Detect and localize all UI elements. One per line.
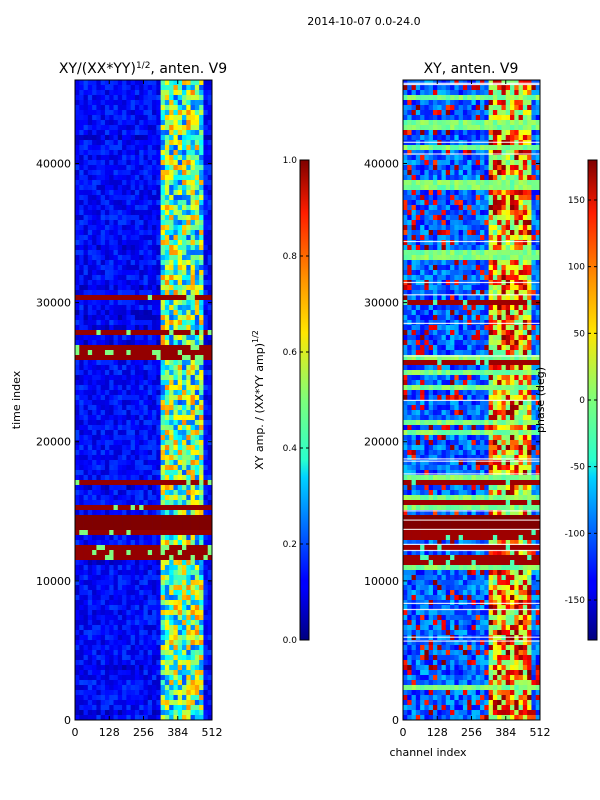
x-tick-label: 128 [427, 726, 448, 739]
colorbar-tick-label: -50 [570, 463, 585, 473]
y-axis-label: time index [10, 370, 23, 429]
x-tick-label: 512 [202, 726, 223, 739]
x-tick-label: 384 [495, 726, 516, 739]
panel-amplitude: XY/(XX*YY)1/2, anten. V9 0 128 256 384 512 0 1… [10, 61, 227, 739]
colorbar-tick-label: 0.0 [283, 636, 298, 646]
y-tick-label: 40000 [364, 157, 399, 170]
colorbar-phase-gradient [588, 160, 597, 640]
x-tick-label: 256 [461, 726, 482, 739]
colorbar-tick-label: 100 [568, 263, 585, 273]
panel-amplitude-title: XY/(XX*YY)1/2, anten. V9 [59, 61, 227, 77]
colorbar-tick-label: 0.4 [283, 444, 298, 454]
panel-phase-axes: 0 128 256 384 512 0 10000 20000 30000 40000 [364, 80, 551, 739]
colorbar-amplitude-label: XY amp. / (XX*YY amp)1/2 [251, 330, 266, 470]
colorbar-tick-label: 0 [579, 396, 585, 406]
colorbar-tick-label: -150 [565, 596, 586, 606]
x-tick-label: 384 [167, 726, 188, 739]
colorbar-amplitude-ticks: 0.0 0.2 0.4 0.6 0.8 1.0 [283, 156, 309, 646]
colorbar-tick-label: 0.8 [283, 252, 298, 262]
panel-phase: XY, anten. V9 0 128 256 384 512 0 10000 20000 30… [364, 61, 551, 759]
x-tick-label: 0 [400, 726, 407, 739]
colorbar-phase-label: phase (deg) [534, 367, 547, 433]
colorbar-tick-label: 150 [568, 196, 585, 206]
colorbar-amplitude-gradient [300, 160, 309, 640]
y-tick-label: 40000 [36, 157, 71, 170]
x-tick-label: 256 [133, 726, 154, 739]
panel-amplitude-heatmap [75, 80, 212, 720]
panel-phase-heatmap [403, 80, 540, 720]
x-tick-label: 0 [72, 726, 79, 739]
panel-phase-title: XY, anten. V9 [424, 61, 519, 77]
y-tick-label: 30000 [364, 297, 399, 310]
colorbar-phase-ticks: -150 -100 -50 0 50 100 150 [565, 196, 597, 606]
colorbar-tick-label: 1.0 [283, 156, 298, 166]
x-axis-label: channel index [389, 746, 467, 759]
colorbar-tick-label: 0.6 [283, 348, 298, 358]
colorbar-tick-label: 0.2 [283, 540, 297, 550]
colorbar-amplitude: 0.0 0.2 0.4 0.6 0.8 1.0 XY amp. / (XX*YY amp)… [251, 156, 310, 646]
y-tick-label: 10000 [364, 575, 399, 588]
y-tick-label: 10000 [36, 575, 71, 588]
panel-amplitude-axes: 0 128 256 384 512 0 10000 20000 30000 40000 [36, 80, 223, 739]
y-tick-label: 0 [392, 714, 399, 727]
colorbar-phase: -150 -100 -50 0 50 100 150 phase (deg) [534, 159, 598, 641]
x-tick-label: 128 [99, 726, 120, 739]
y-tick-label: 30000 [36, 297, 71, 310]
y-tick-label: 20000 [36, 436, 71, 449]
figure-suptitle: 2014-10-07 0.0-24.0 [307, 15, 420, 28]
y-tick-label: 20000 [364, 436, 399, 449]
colorbar-tick-label: 50 [574, 329, 586, 339]
x-tick-label: 512 [530, 726, 551, 739]
colorbar-amplitude-frame [299, 159, 310, 641]
y-tick-label: 0 [64, 714, 71, 727]
colorbar-tick-label: -100 [565, 529, 586, 539]
